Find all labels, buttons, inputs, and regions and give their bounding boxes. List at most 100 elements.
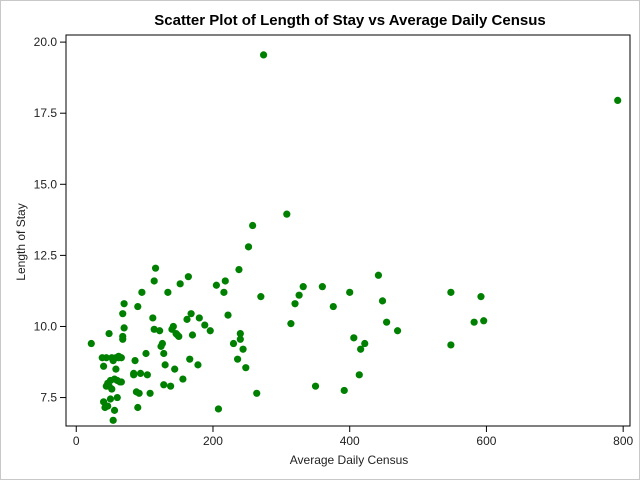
data-point: [102, 354, 110, 362]
data-point: [253, 389, 261, 397]
data-point: [161, 361, 169, 369]
data-point: [195, 314, 203, 322]
y-axis-label: Length of Stay: [14, 203, 28, 280]
data-point: [143, 371, 151, 379]
data-point: [156, 327, 164, 335]
data-point: [186, 355, 194, 363]
data-point: [119, 310, 127, 318]
x-axis: 0 200 400 600 800: [73, 426, 633, 448]
data-point: [136, 369, 145, 377]
data-point: [212, 281, 220, 289]
y-tick-label: 7.5: [40, 391, 57, 405]
data-point: [158, 339, 166, 348]
data-point: [184, 273, 192, 281]
data-point: [383, 318, 391, 326]
data-point: [361, 339, 369, 348]
chart-title: Scatter Plot of Length of Stay vs Averag…: [154, 12, 546, 29]
data-point: [236, 329, 244, 338]
data-point: [109, 416, 117, 424]
data-point: [106, 395, 115, 403]
data-point: [236, 335, 244, 343]
data-point: [311, 382, 320, 390]
data-point: [179, 375, 187, 383]
data-point: [194, 361, 202, 369]
data-point: [183, 315, 191, 323]
data-point: [206, 327, 214, 335]
data-point: [134, 302, 142, 311]
data-point: [87, 339, 95, 348]
data-point: [134, 403, 142, 412]
data-point: [257, 293, 265, 301]
data-point: [291, 300, 299, 308]
y-axis: 7.5 10.0 12.5 15.0 17.5 20.0: [34, 35, 66, 405]
data-point: [187, 310, 195, 318]
data-point: [150, 325, 158, 333]
data-point: [110, 406, 119, 414]
data-point: [117, 354, 125, 362]
data-point: [175, 332, 183, 341]
data-point: [135, 389, 143, 397]
data-point: [142, 349, 150, 358]
data-point: [104, 402, 112, 410]
y-tick-label: 15.0: [34, 177, 58, 191]
y-tick-label: 10.0: [34, 319, 58, 333]
data-point: [164, 288, 172, 296]
data-point: [160, 349, 168, 358]
data-point: [188, 331, 197, 339]
data-point: [112, 365, 120, 373]
data-point: [329, 302, 337, 311]
y-tick-label: 12.5: [34, 248, 58, 262]
data-point: [105, 329, 113, 338]
data-point: [214, 405, 223, 413]
data-point: [357, 345, 365, 353]
data-point: [138, 288, 146, 296]
data-point: [340, 386, 348, 395]
data-point: [176, 280, 184, 288]
data-point: [355, 371, 363, 379]
x-tick-label: 600: [476, 434, 496, 448]
data-point: [146, 389, 154, 397]
data-point: [117, 378, 125, 386]
x-axis-label: Average Daily Census: [290, 453, 409, 467]
data-point: [318, 283, 326, 291]
data-point: [470, 318, 478, 326]
data-point: [239, 345, 247, 353]
plot-area: [65, 34, 631, 427]
data-point: [393, 327, 402, 335]
data-point: [299, 283, 307, 291]
x-tick-label: 800: [613, 434, 633, 448]
data-point: [346, 288, 354, 296]
data-point: [151, 264, 160, 272]
data-point: [477, 293, 485, 301]
data-point: [233, 355, 242, 363]
data-point: [221, 277, 229, 285]
data-point: [169, 322, 177, 331]
data-point: [108, 385, 116, 393]
data-point: [235, 266, 243, 274]
data-point: [244, 243, 253, 251]
data-point: [259, 51, 268, 59]
x-tick-label: 200: [203, 434, 223, 448]
data-point: [287, 320, 295, 328]
data-point: [480, 317, 488, 325]
data-point: [150, 277, 158, 285]
x-tick-label: 400: [340, 434, 360, 448]
data-point: [220, 288, 228, 296]
data-point: [374, 271, 383, 279]
data-point: [131, 356, 139, 365]
data-point: [350, 334, 358, 342]
data-point: [100, 362, 108, 370]
data-point: [295, 291, 303, 299]
data-point: [120, 324, 128, 332]
data-point: [229, 339, 238, 348]
data-point: [160, 381, 168, 389]
data-point: [224, 311, 232, 319]
data-point: [614, 96, 622, 105]
data-point: [130, 371, 138, 379]
data-point: [201, 321, 209, 329]
data-point: [378, 297, 387, 305]
data-point: [149, 314, 157, 322]
y-tick-label: 20.0: [34, 35, 58, 49]
x-tick-label: 0: [73, 434, 80, 448]
